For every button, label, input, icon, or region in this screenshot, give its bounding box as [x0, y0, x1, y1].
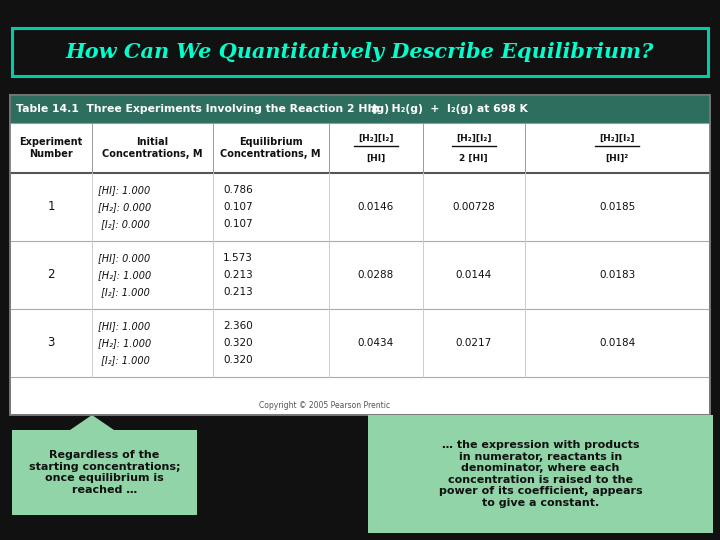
Text: [H₂][I₂]: [H₂][I₂]: [456, 133, 492, 143]
Text: 2 [HI]: 2 [HI]: [459, 153, 488, 163]
Text: 1.573: 1.573: [223, 253, 253, 263]
Text: 0.107: 0.107: [223, 219, 253, 229]
Text: 0.0183: 0.0183: [599, 270, 635, 280]
Text: [H₂][I₂]: [H₂][I₂]: [600, 133, 635, 143]
Text: Table 14.1  Three Experiments Involving the Reaction 2 HI(g): Table 14.1 Three Experiments Involving t…: [16, 104, 397, 114]
Text: Equilibrium
Concentrations, M: Equilibrium Concentrations, M: [220, 137, 321, 159]
Text: [HI]: [HI]: [366, 153, 385, 163]
Text: [H₂]: 0.000: [H₂]: 0.000: [98, 202, 151, 212]
Text: 0.213: 0.213: [223, 287, 253, 297]
Text: Initial
Concentrations, M: Initial Concentrations, M: [102, 137, 203, 159]
Text: 0.0185: 0.0185: [599, 202, 635, 212]
Text: 0.107: 0.107: [223, 202, 253, 212]
Text: [I₂]: 0.000: [I₂]: 0.000: [98, 219, 150, 229]
Text: 2: 2: [48, 268, 55, 281]
Text: 3: 3: [48, 336, 55, 349]
Text: [HI]: 1.000: [HI]: 1.000: [98, 321, 150, 331]
Text: … the expression with products
in numerator, reactants in
denominator, where eac: … the expression with products in numera…: [438, 440, 642, 508]
FancyBboxPatch shape: [368, 415, 713, 533]
Text: [H₂]: 1.000: [H₂]: 1.000: [98, 338, 151, 348]
Text: [H₂][I₂]: [H₂][I₂]: [358, 133, 394, 143]
Text: [I₂]: 1.000: [I₂]: 1.000: [98, 355, 150, 365]
Text: Regardless of the
starting concentrations;
once equilibrium is
reached …: Regardless of the starting concentration…: [29, 450, 180, 495]
Text: [HI]: 1.000: [HI]: 1.000: [98, 185, 150, 195]
Text: 0.0217: 0.0217: [456, 338, 492, 348]
Text: 0.0434: 0.0434: [358, 338, 394, 348]
Text: 0.320: 0.320: [223, 355, 253, 365]
FancyBboxPatch shape: [12, 430, 197, 515]
Text: Experiment
Number: Experiment Number: [19, 137, 83, 159]
Text: 1: 1: [48, 200, 55, 213]
Text: 0.0184: 0.0184: [599, 338, 635, 348]
Text: Copyright © 2005 Pearson Prentic: Copyright © 2005 Pearson Prentic: [259, 401, 390, 409]
Text: H₂(g)  +  I₂(g) at 698 K: H₂(g) + I₂(g) at 698 K: [384, 104, 528, 114]
FancyBboxPatch shape: [10, 95, 710, 415]
Text: [H₂]: 1.000: [H₂]: 1.000: [98, 270, 151, 280]
Text: 2.360: 2.360: [223, 321, 253, 331]
Text: [HI]: 0.000: [HI]: 0.000: [98, 253, 150, 263]
Text: [I₂]: 1.000: [I₂]: 1.000: [98, 287, 150, 297]
Text: How Can We Quantitatively Describe Equilibrium?: How Can We Quantitatively Describe Equil…: [66, 42, 654, 62]
Polygon shape: [70, 415, 114, 430]
Text: 0.320: 0.320: [223, 338, 253, 348]
Text: 0.213: 0.213: [223, 270, 253, 280]
Text: [HI]²: [HI]²: [606, 153, 629, 163]
Text: 0.0288: 0.0288: [358, 270, 394, 280]
Text: 0.0144: 0.0144: [456, 270, 492, 280]
FancyBboxPatch shape: [10, 123, 710, 173]
FancyBboxPatch shape: [12, 28, 708, 76]
Text: 0.0146: 0.0146: [358, 202, 394, 212]
Text: 0.00728: 0.00728: [452, 202, 495, 212]
Text: 0.786: 0.786: [223, 185, 253, 195]
FancyBboxPatch shape: [10, 95, 710, 123]
